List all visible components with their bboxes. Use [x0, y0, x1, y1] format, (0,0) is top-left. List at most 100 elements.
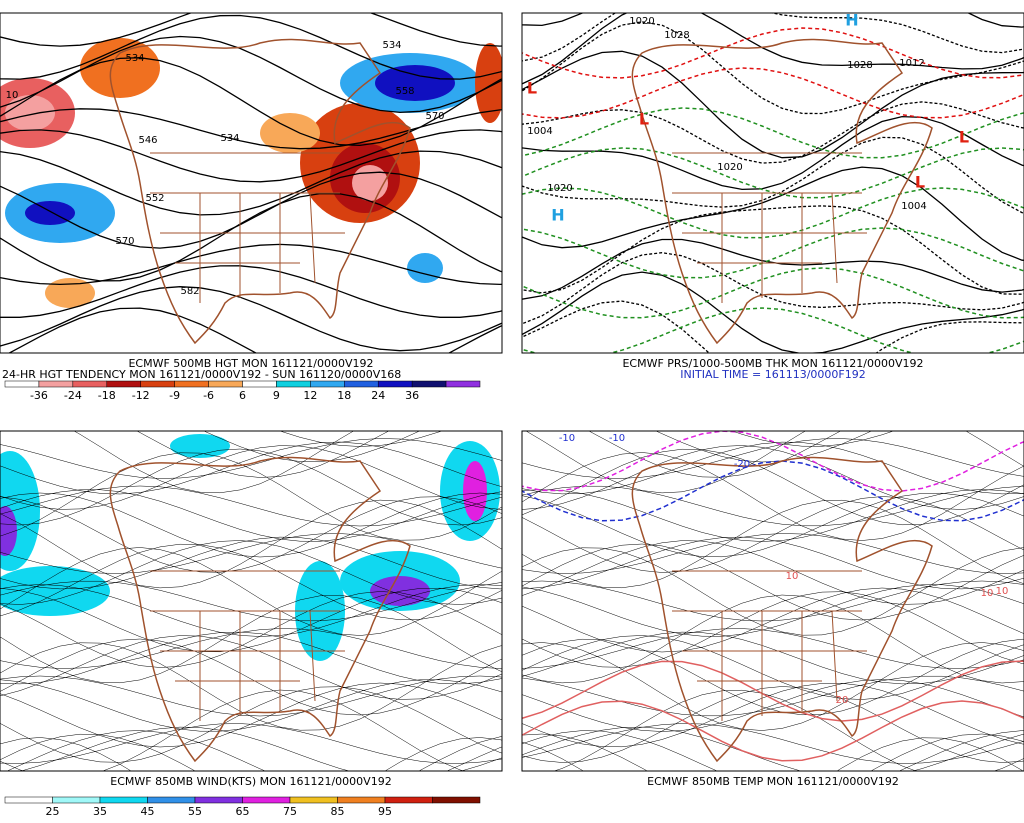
- contour-label: L: [527, 79, 537, 98]
- colorbar-segment: [99, 796, 148, 804]
- contour-line: [522, 438, 1024, 479]
- contour-line: [588, 431, 842, 478]
- contour-line: [0, 543, 502, 621]
- contour-label: L: [959, 128, 969, 147]
- isotherm-line: [522, 431, 1024, 492]
- shaded-area: [80, 38, 160, 98]
- contour-line: [522, 13, 1024, 62]
- thickness-line: [522, 147, 1024, 199]
- contour-line: [522, 594, 1024, 684]
- map-area: 534 534 546 534 558 570 552 570 582 10: [0, 13, 502, 353]
- coastline: [109, 456, 411, 763]
- contour-label: -10: [559, 433, 575, 444]
- thickness-line: [522, 227, 1024, 279]
- contour-line: [855, 431, 869, 432]
- contour-label: 534: [220, 133, 239, 144]
- map-caption: ECMWF 850MB WIND(KTS) MON 161121/0000V19…: [110, 775, 391, 788]
- contour-line: [0, 540, 502, 605]
- colorbar-segment: [52, 796, 101, 804]
- contour-label: 534: [382, 40, 401, 51]
- colorbar-segment: [445, 380, 481, 388]
- colorbar-label: -18: [98, 389, 116, 402]
- colorbar-label: 55: [188, 805, 202, 818]
- contour-label: 1012: [899, 58, 924, 69]
- contour-label: L: [639, 110, 649, 129]
- colorbar-segment: [194, 796, 243, 804]
- contour-line: [0, 536, 502, 590]
- contour-label: L: [915, 173, 925, 192]
- coastline: [631, 38, 933, 345]
- contour-line: [0, 452, 502, 541]
- state-borders: [672, 570, 867, 721]
- colorbar-label: -6: [203, 389, 214, 402]
- map-frame: [0, 430, 503, 772]
- shaded-area: [352, 165, 388, 201]
- map-area: 1020 1028 1004 1020 1004 1012 1028 1020 H H L L L L: [522, 13, 1024, 353]
- contour-line: [0, 14, 502, 80]
- contour-label: 10: [996, 586, 1009, 597]
- colorbar-segment: [242, 796, 291, 804]
- colorbar-segment: [140, 380, 175, 388]
- contour-label: 1004: [527, 126, 552, 137]
- colorbar-label: 18: [337, 389, 351, 402]
- colorbar-segment: [377, 380, 413, 388]
- contour-line: [0, 631, 502, 685]
- contour-label: 552: [145, 193, 164, 204]
- map-panel: ECMWF 850MB WIND(KTS) MON 161121/0000V19…: [0, 430, 503, 818]
- contour-line: [0, 679, 502, 732]
- thickness-line: [522, 107, 1024, 159]
- contour-label: 570: [425, 111, 444, 122]
- contour-label: 558: [395, 86, 414, 97]
- colorbar-segment: [384, 796, 433, 804]
- contour-line: [0, 485, 502, 527]
- contour-line: [522, 540, 1024, 605]
- contour-label: 1028: [664, 30, 689, 41]
- colorbar-segment: [72, 380, 108, 388]
- contour-line: [7, 307, 502, 353]
- map-frame: [0, 12, 503, 354]
- contour-label: 1004: [901, 201, 926, 212]
- contour-label: -10: [609, 433, 625, 444]
- thickness-line: [522, 67, 1024, 119]
- contour-line: [522, 683, 1024, 748]
- map-caption: ECMWF PRS/1000-500MB THK MON 161121/0000…: [622, 357, 923, 370]
- contour-line: [0, 733, 502, 771]
- contour-label: 582: [180, 286, 199, 297]
- contour-line: [0, 171, 502, 249]
- contour-line: [522, 737, 1024, 771]
- colorbar-label: -24: [64, 389, 82, 402]
- coastline: [631, 456, 933, 763]
- colorbar-label: 85: [331, 805, 345, 818]
- contour-line: [522, 631, 1024, 685]
- colorbar-segment: [289, 796, 338, 804]
- contour-line: [0, 628, 502, 669]
- contour-line: [522, 591, 1024, 668]
- contour-line: [0, 723, 502, 764]
- colorbar-segment: [4, 380, 40, 388]
- colorbar-label: 35: [93, 805, 107, 818]
- contour-line: [0, 594, 502, 684]
- contour-line: [522, 13, 1024, 28]
- contour-line: [522, 271, 1024, 353]
- contour-label: 534: [125, 53, 144, 64]
- contour-line: [522, 492, 1024, 558]
- colorbar-label: 6: [239, 389, 246, 402]
- contour-line: [553, 689, 1024, 771]
- map-caption: ECMWF 500MB HGT MON 161121/0000V192: [128, 357, 373, 370]
- contour-label: 1020: [629, 16, 654, 27]
- contour-line: [522, 584, 1024, 637]
- contour-line: [20, 726, 502, 771]
- contour-line: [0, 150, 502, 216]
- contour-line: [0, 584, 502, 637]
- contour-line: [0, 286, 502, 352]
- contour-line: [522, 635, 1024, 700]
- shaded-area: [475, 43, 502, 123]
- state-borders: [150, 152, 345, 303]
- shaded-area: [260, 113, 320, 153]
- contour-line: [522, 50, 1024, 159]
- shaded-area: [0, 566, 110, 616]
- map-caption: 24-HR HGT TENDENCY MON 161121/0000V192 -…: [2, 368, 401, 381]
- colorbar-label: -9: [169, 389, 180, 402]
- colorbar-label: 45: [141, 805, 155, 818]
